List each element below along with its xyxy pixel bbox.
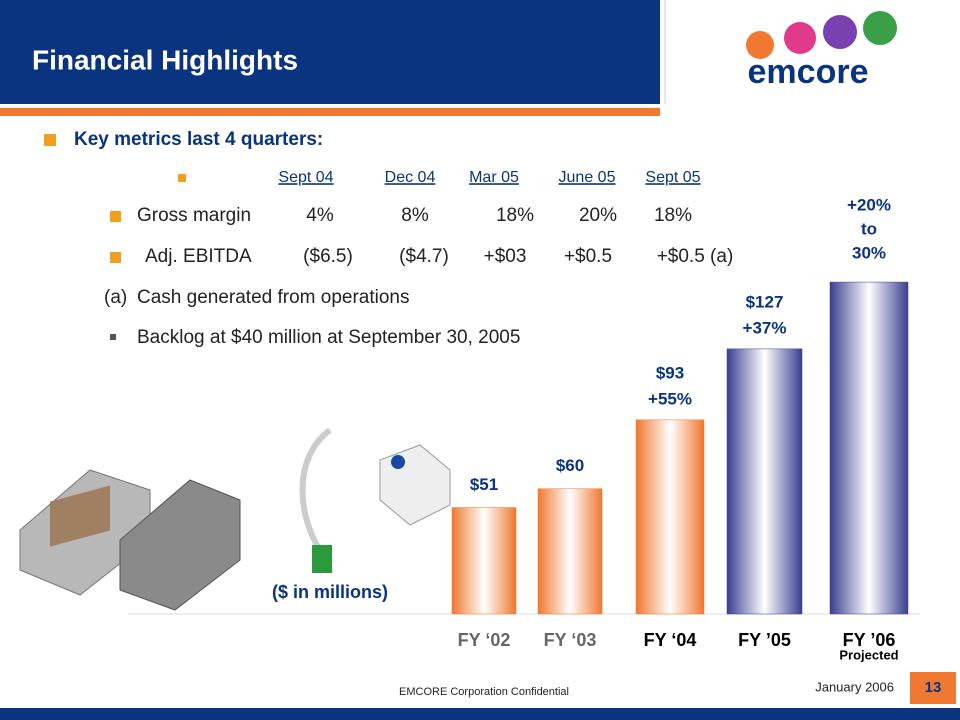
growth-label: +55% <box>648 389 692 408</box>
note: Cash generated from operations <box>137 287 410 308</box>
cell: +$03 <box>484 246 527 267</box>
title: Financial Highlights <box>32 44 298 75</box>
bullet <box>44 134 56 146</box>
footer-confidential: EMCORE Corporation Confidential <box>399 686 569 698</box>
header-band <box>0 0 660 104</box>
bar <box>726 348 803 615</box>
x-tick-label: FY ’05 <box>738 630 791 650</box>
column-header: Sept 04 <box>278 169 333 186</box>
note: Backlog at $40 million at September 30, … <box>137 327 520 348</box>
row-label: Adj. EBITDA <box>145 246 252 267</box>
page-box <box>910 672 956 704</box>
column-header: Dec 04 <box>385 169 436 186</box>
value-label: $51 <box>470 475 498 494</box>
bar <box>537 488 603 615</box>
x-tick-label: FY ‘04 <box>644 630 697 650</box>
column-header: Sept 05 <box>645 169 700 186</box>
cell: 4% <box>306 205 334 226</box>
cell: ($4.7) <box>399 246 449 267</box>
cell: 8% <box>401 205 429 226</box>
cell: ($6.5) <box>303 246 353 267</box>
value-label: $127 <box>746 292 784 311</box>
bullet <box>110 252 121 263</box>
bullet <box>110 334 116 340</box>
growth-label: +37% <box>743 318 787 337</box>
row-label: Gross margin <box>137 205 251 226</box>
growth-label: to <box>861 220 877 239</box>
cell: 18% <box>654 205 692 226</box>
cell: 20% <box>579 205 617 226</box>
x-tick-label: FY ‘02 <box>458 630 511 650</box>
logo: emcore <box>746 11 897 91</box>
header-rule <box>0 108 660 116</box>
x-tick-label: FY ‘03 <box>544 630 597 650</box>
bullet <box>110 211 121 222</box>
footer-date: January 2006 <box>815 679 894 694</box>
category-note: Projected <box>839 647 898 662</box>
growth-label: 30% <box>852 244 886 263</box>
value-label: $93 <box>656 363 684 382</box>
cell: 18% <box>496 205 534 226</box>
x-tick-label: FY ’06 <box>843 630 896 650</box>
column-header: June 05 <box>559 169 616 186</box>
cell: +$0.5 <box>564 246 612 267</box>
cell: +$0.5 (a) <box>657 246 734 267</box>
unit-label: ($ in millions) <box>272 582 388 602</box>
bar <box>829 281 909 615</box>
page-number: 13 <box>925 679 942 696</box>
chart: FY ‘02 $51 FY ‘03 $60 FY ‘04 $93 +55% FY ’05 $12… <box>451 196 909 662</box>
footer-band <box>0 708 960 720</box>
heading: Key metrics last 4 quarters: <box>74 129 323 150</box>
bullet <box>178 174 186 182</box>
growth-label: +20% <box>847 196 891 215</box>
product-image <box>19 427 451 611</box>
bar <box>635 419 705 615</box>
value-label: $60 <box>556 456 584 475</box>
column-header: Mar 05 <box>469 169 519 186</box>
metrics-table: Sept 04 Dec 04 Mar 05 June 05 Sept 05 Gross m… <box>137 169 733 267</box>
note-marker: (a) <box>104 287 127 308</box>
logo-text: emcore <box>748 53 869 91</box>
bar <box>451 507 517 615</box>
